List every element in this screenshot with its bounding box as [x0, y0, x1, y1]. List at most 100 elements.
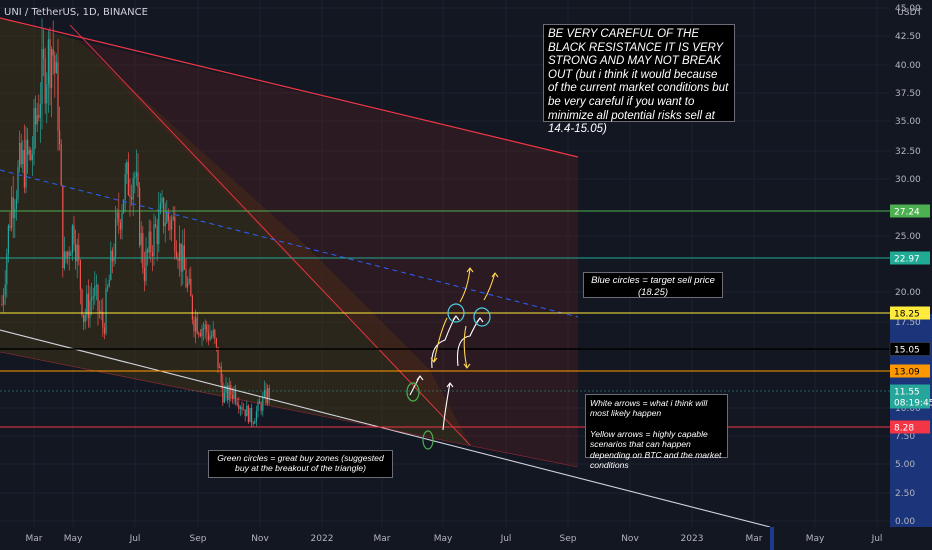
candle-body: [54, 55, 56, 74]
candle-body: [267, 388, 269, 404]
candle-body: [76, 244, 78, 262]
triangle-upper-line: [69, 24, 471, 446]
candle-body: [38, 115, 40, 118]
candle-body: [19, 143, 21, 167]
candle-body: [124, 173, 126, 200]
price-label-bg: [889, 342, 931, 356]
channel-zone: [78, 40, 578, 467]
candle-body: [9, 225, 11, 228]
y-tick-label: 45.00: [895, 4, 921, 14]
candle-body: [182, 245, 184, 272]
candle-body: [244, 409, 246, 417]
x-tick-label: 2023: [681, 534, 704, 544]
y-tick-label: 17.50: [895, 318, 921, 328]
candle-body: [175, 251, 177, 258]
candle-body: [91, 298, 93, 301]
green-circle: [406, 382, 420, 402]
candle-body: [225, 385, 227, 393]
note-blue-circles: Blue circles = target sell price (18.25): [583, 272, 723, 298]
candle-body: [164, 222, 166, 227]
candle-body: [25, 139, 27, 188]
price-label-bg: [890, 420, 930, 434]
candle-body: [199, 333, 201, 337]
arrow-head: [446, 382, 454, 388]
arrow-path: [483, 272, 496, 301]
candle-body: [204, 324, 206, 330]
arrow-head: [416, 375, 424, 381]
x-tick-label: May: [434, 534, 453, 544]
triangle-zone: [0, 18, 470, 445]
candle-body: [190, 278, 192, 297]
y-tick-label: 25.00: [895, 232, 921, 242]
price-label-bg: [890, 395, 930, 409]
candle-body: [129, 195, 131, 198]
candle-body: [39, 104, 41, 118]
candle-body: [118, 212, 120, 223]
channel-upper-line: [0, 17, 579, 158]
candle-body: [158, 212, 160, 245]
candle-body: [214, 330, 216, 339]
candle-body: [231, 394, 233, 399]
candle-body: [15, 199, 17, 209]
candle-body: [268, 388, 270, 398]
candle-body: [142, 232, 144, 268]
candle-body: [68, 251, 70, 256]
candle-body: [167, 211, 169, 221]
candle-body: [177, 257, 179, 261]
arrow-head: [463, 363, 471, 369]
arrow-head: [466, 267, 474, 273]
price-label-text: 27.24: [894, 208, 920, 218]
arrow-path: [456, 317, 481, 367]
note-green-circles: Green circles = great buy zones (suggest…: [208, 450, 393, 478]
candle-body: [220, 366, 222, 383]
candle-body: [230, 385, 232, 395]
arrow-head: [491, 272, 499, 278]
candle-body: [75, 243, 77, 262]
candle-body: [251, 407, 253, 423]
price-label-text: 8.28: [894, 424, 914, 434]
price-label-bg: [890, 364, 930, 378]
y-tick-label: 20.00: [895, 288, 921, 298]
candle-body: [20, 143, 22, 165]
price-label-text: 13.09: [894, 368, 920, 378]
candle-body: [134, 176, 136, 179]
candle-body: [151, 252, 153, 257]
currency-label: USDT: [897, 8, 922, 18]
candle-body: [97, 285, 99, 311]
candle-body: [217, 346, 219, 369]
candle-body: [137, 172, 139, 188]
y-tick-label: 40.00: [895, 61, 921, 71]
candle-body: [119, 222, 121, 230]
y-tick-label: 7.50: [895, 432, 915, 442]
candle-body: [7, 225, 9, 254]
candle-body: [198, 333, 200, 335]
price-label-tag: 11.55: [890, 384, 930, 398]
scenario-arrows: [409, 267, 499, 431]
candle-body: [211, 335, 213, 337]
candle-body: [3, 295, 5, 305]
candle-body: [12, 197, 14, 219]
candle-body: [60, 144, 62, 186]
candle-body: [22, 149, 24, 165]
x-tick-label: May: [806, 534, 825, 544]
candle-body: [201, 328, 203, 337]
symbol-header[interactable]: UNI / TetherUS, 1D, BINANCE: [4, 7, 148, 18]
arrow-path: [459, 267, 471, 303]
candle-body: [33, 108, 35, 155]
y-tick-label: 37.50: [895, 89, 921, 99]
arrow-head: [476, 317, 484, 323]
note-arrows: White arrows = what i think will most li…: [585, 394, 728, 470]
candle-body: [143, 267, 145, 281]
candle-body: [179, 243, 181, 261]
candle-body: [17, 166, 19, 200]
note-white-arrows: White arrows = what i think will most li…: [590, 398, 708, 419]
candle-body: [139, 187, 141, 246]
candle-body: [156, 226, 158, 245]
candle-body: [11, 197, 13, 228]
candle-body: [196, 317, 198, 334]
candle-body: [83, 314, 85, 322]
candle-body: [51, 49, 53, 88]
candle-body: [95, 285, 97, 287]
